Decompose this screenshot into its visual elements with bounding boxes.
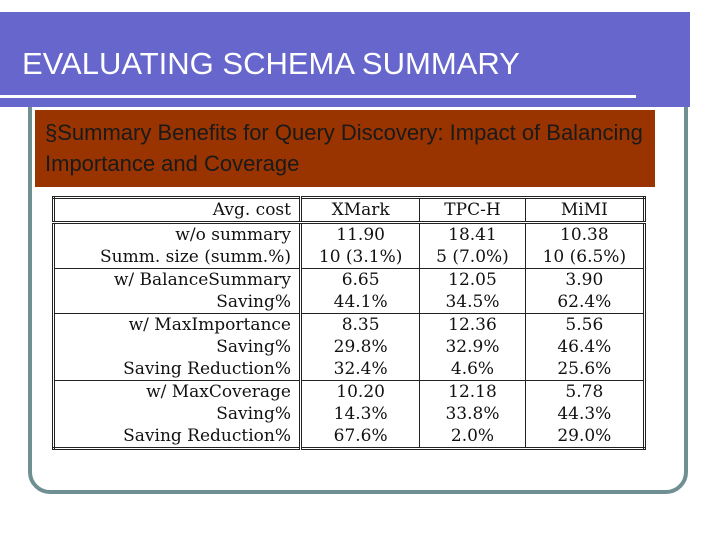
column-header: MiMI [524, 197, 645, 224]
table-row: w/ BalanceSummary 6.65 12.05 3.90 [53, 268, 645, 291]
column-header: Avg. cost [53, 197, 301, 224]
table-row: Saving% 14.3% 33.8% 44.3% [54, 403, 645, 425]
table-row: Saving Reduction% 67.6% 2.0% 29.0% [54, 425, 645, 449]
table-row: w/ MaxCoverage 10.20 12.18 5.78 [53, 380, 645, 403]
header-row: Avg. cost XMark TPC-H MiMI [53, 197, 645, 224]
cell: 67.6% [298, 425, 420, 449]
cell: 32.4% [298, 358, 420, 381]
table-row: Saving% 44.1% 34.5% 62.4% [54, 291, 645, 314]
cell: 33.8% [419, 403, 526, 425]
row-label: w/ MaxImportance [53, 313, 301, 336]
table-row: Saving Reduction% 32.4% 4.6% 25.6% [54, 358, 645, 381]
title-bar: EVALUATING SCHEMA SUMMARY [0, 12, 690, 107]
row-label: w/ MaxCoverage [53, 380, 301, 403]
subtitle: §Summary Benefits for Query Discovery: I… [45, 120, 643, 176]
cell: 5.78 [524, 380, 645, 403]
slide-title: EVALUATING SCHEMA SUMMARY [22, 46, 520, 81]
row-label: w/o summary [175, 225, 291, 245]
cell: 3.90 [524, 268, 645, 291]
cell: 12.05 [419, 268, 526, 291]
row-label: Summ. size (summ.%) [100, 247, 291, 267]
table-row: w/ MaxImportance 8.35 12.36 5.56 [53, 313, 645, 336]
cell: 10.20 [298, 380, 420, 403]
cell: 62.4% [524, 291, 645, 314]
cell: 18.41 [419, 222, 526, 246]
cell: 14.3% [298, 403, 420, 425]
cell: 32.9% [419, 336, 526, 358]
cell: 8.35 [298, 313, 420, 336]
cell: 10 (3.1%) [298, 246, 420, 269]
cell: 29.8% [298, 336, 420, 358]
row-label: Saving% [216, 404, 291, 424]
results-table: Avg. cost XMark TPC-H MiMI w/o summary 11.90… [52, 196, 646, 450]
column-header: TPC-H [419, 197, 526, 224]
cell: 11.90 [298, 222, 420, 246]
cell: 44.3% [524, 403, 645, 425]
row-label: Saving Reduction% [123, 426, 291, 446]
cell: 5.56 [524, 313, 645, 336]
cell: 12.18 [419, 380, 526, 403]
table-row: Saving% 29.8% 32.9% 46.4% [54, 336, 645, 358]
cell: 12.36 [419, 313, 526, 336]
cell: 25.6% [524, 358, 645, 381]
table-row: Summ. size (summ.%) 10 (3.1%) 5 (7.0%) 10 (… [54, 246, 645, 269]
table-head: Avg. cost XMark TPC-H MiMI [53, 197, 645, 224]
subtitle-box: §Summary Benefits for Query Discovery: I… [35, 110, 655, 187]
table-row: w/o summary 11.90 18.41 10.38 [54, 222, 645, 246]
cell: 29.0% [524, 425, 645, 449]
row-label: w/ BalanceSummary [53, 268, 301, 291]
table-body: w/o summary 11.90 18.41 10.38 Summ. size (su… [53, 222, 645, 449]
row-label: Saving Reduction% [123, 359, 291, 379]
cell: 10 (6.5%) [524, 246, 645, 269]
cell: 5 (7.0%) [419, 246, 526, 269]
column-header: XMark [298, 197, 420, 224]
cell: 2.0% [419, 425, 526, 449]
row-label: Saving% [216, 337, 291, 357]
cell: 10.38 [524, 222, 645, 246]
title-rule [0, 95, 636, 98]
cell: 4.6% [419, 358, 526, 381]
cell: 6.65 [298, 268, 420, 291]
row-label: Saving% [216, 292, 291, 312]
cell: 46.4% [524, 336, 645, 358]
cell: 44.1% [298, 291, 420, 314]
cell: 34.5% [419, 291, 526, 314]
